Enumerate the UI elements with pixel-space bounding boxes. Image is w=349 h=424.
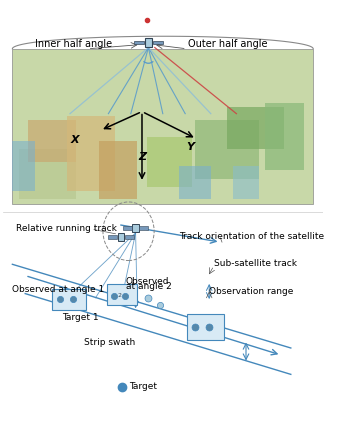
Bar bbox=[107, 284, 137, 305]
Bar bbox=[145, 38, 152, 47]
Text: Y: Y bbox=[186, 142, 194, 152]
Text: X: X bbox=[70, 135, 79, 145]
Text: Target 1: Target 1 bbox=[62, 312, 99, 321]
Bar bbox=[118, 233, 124, 241]
Bar bbox=[179, 166, 211, 199]
Text: Observation range: Observation range bbox=[209, 287, 294, 296]
Text: Z: Z bbox=[138, 152, 146, 162]
Text: Outer half angle: Outer half angle bbox=[188, 39, 268, 49]
Text: Track orientation of the satellite: Track orientation of the satellite bbox=[179, 232, 324, 241]
Bar bbox=[99, 141, 137, 199]
Text: Strip swath: Strip swath bbox=[84, 338, 136, 347]
Bar bbox=[227, 107, 284, 149]
Bar bbox=[134, 41, 144, 45]
Text: Sub-satellite track: Sub-satellite track bbox=[214, 259, 297, 268]
Bar bbox=[195, 120, 259, 179]
Bar bbox=[28, 120, 76, 162]
Bar bbox=[132, 224, 139, 232]
Text: Inner half angle: Inner half angle bbox=[35, 39, 112, 49]
Text: Relative running track: Relative running track bbox=[16, 224, 117, 233]
Bar bbox=[67, 116, 115, 191]
Text: Observed at angle 1: Observed at angle 1 bbox=[12, 285, 105, 293]
Bar bbox=[109, 235, 117, 239]
Bar bbox=[125, 235, 134, 239]
Bar bbox=[19, 149, 76, 199]
Bar bbox=[12, 141, 35, 191]
Bar bbox=[265, 103, 304, 170]
Bar bbox=[147, 137, 192, 187]
Text: 2: 2 bbox=[118, 293, 121, 298]
Bar bbox=[153, 41, 163, 45]
Text: Observed: Observed bbox=[126, 277, 170, 286]
Bar bbox=[52, 289, 86, 310]
Bar bbox=[123, 226, 132, 229]
Text: Target: Target bbox=[129, 382, 157, 391]
Bar bbox=[187, 314, 224, 340]
Bar bbox=[140, 226, 148, 229]
Text: at angle 2: at angle 2 bbox=[126, 282, 172, 291]
Bar bbox=[233, 166, 259, 199]
Bar bbox=[12, 49, 313, 204]
